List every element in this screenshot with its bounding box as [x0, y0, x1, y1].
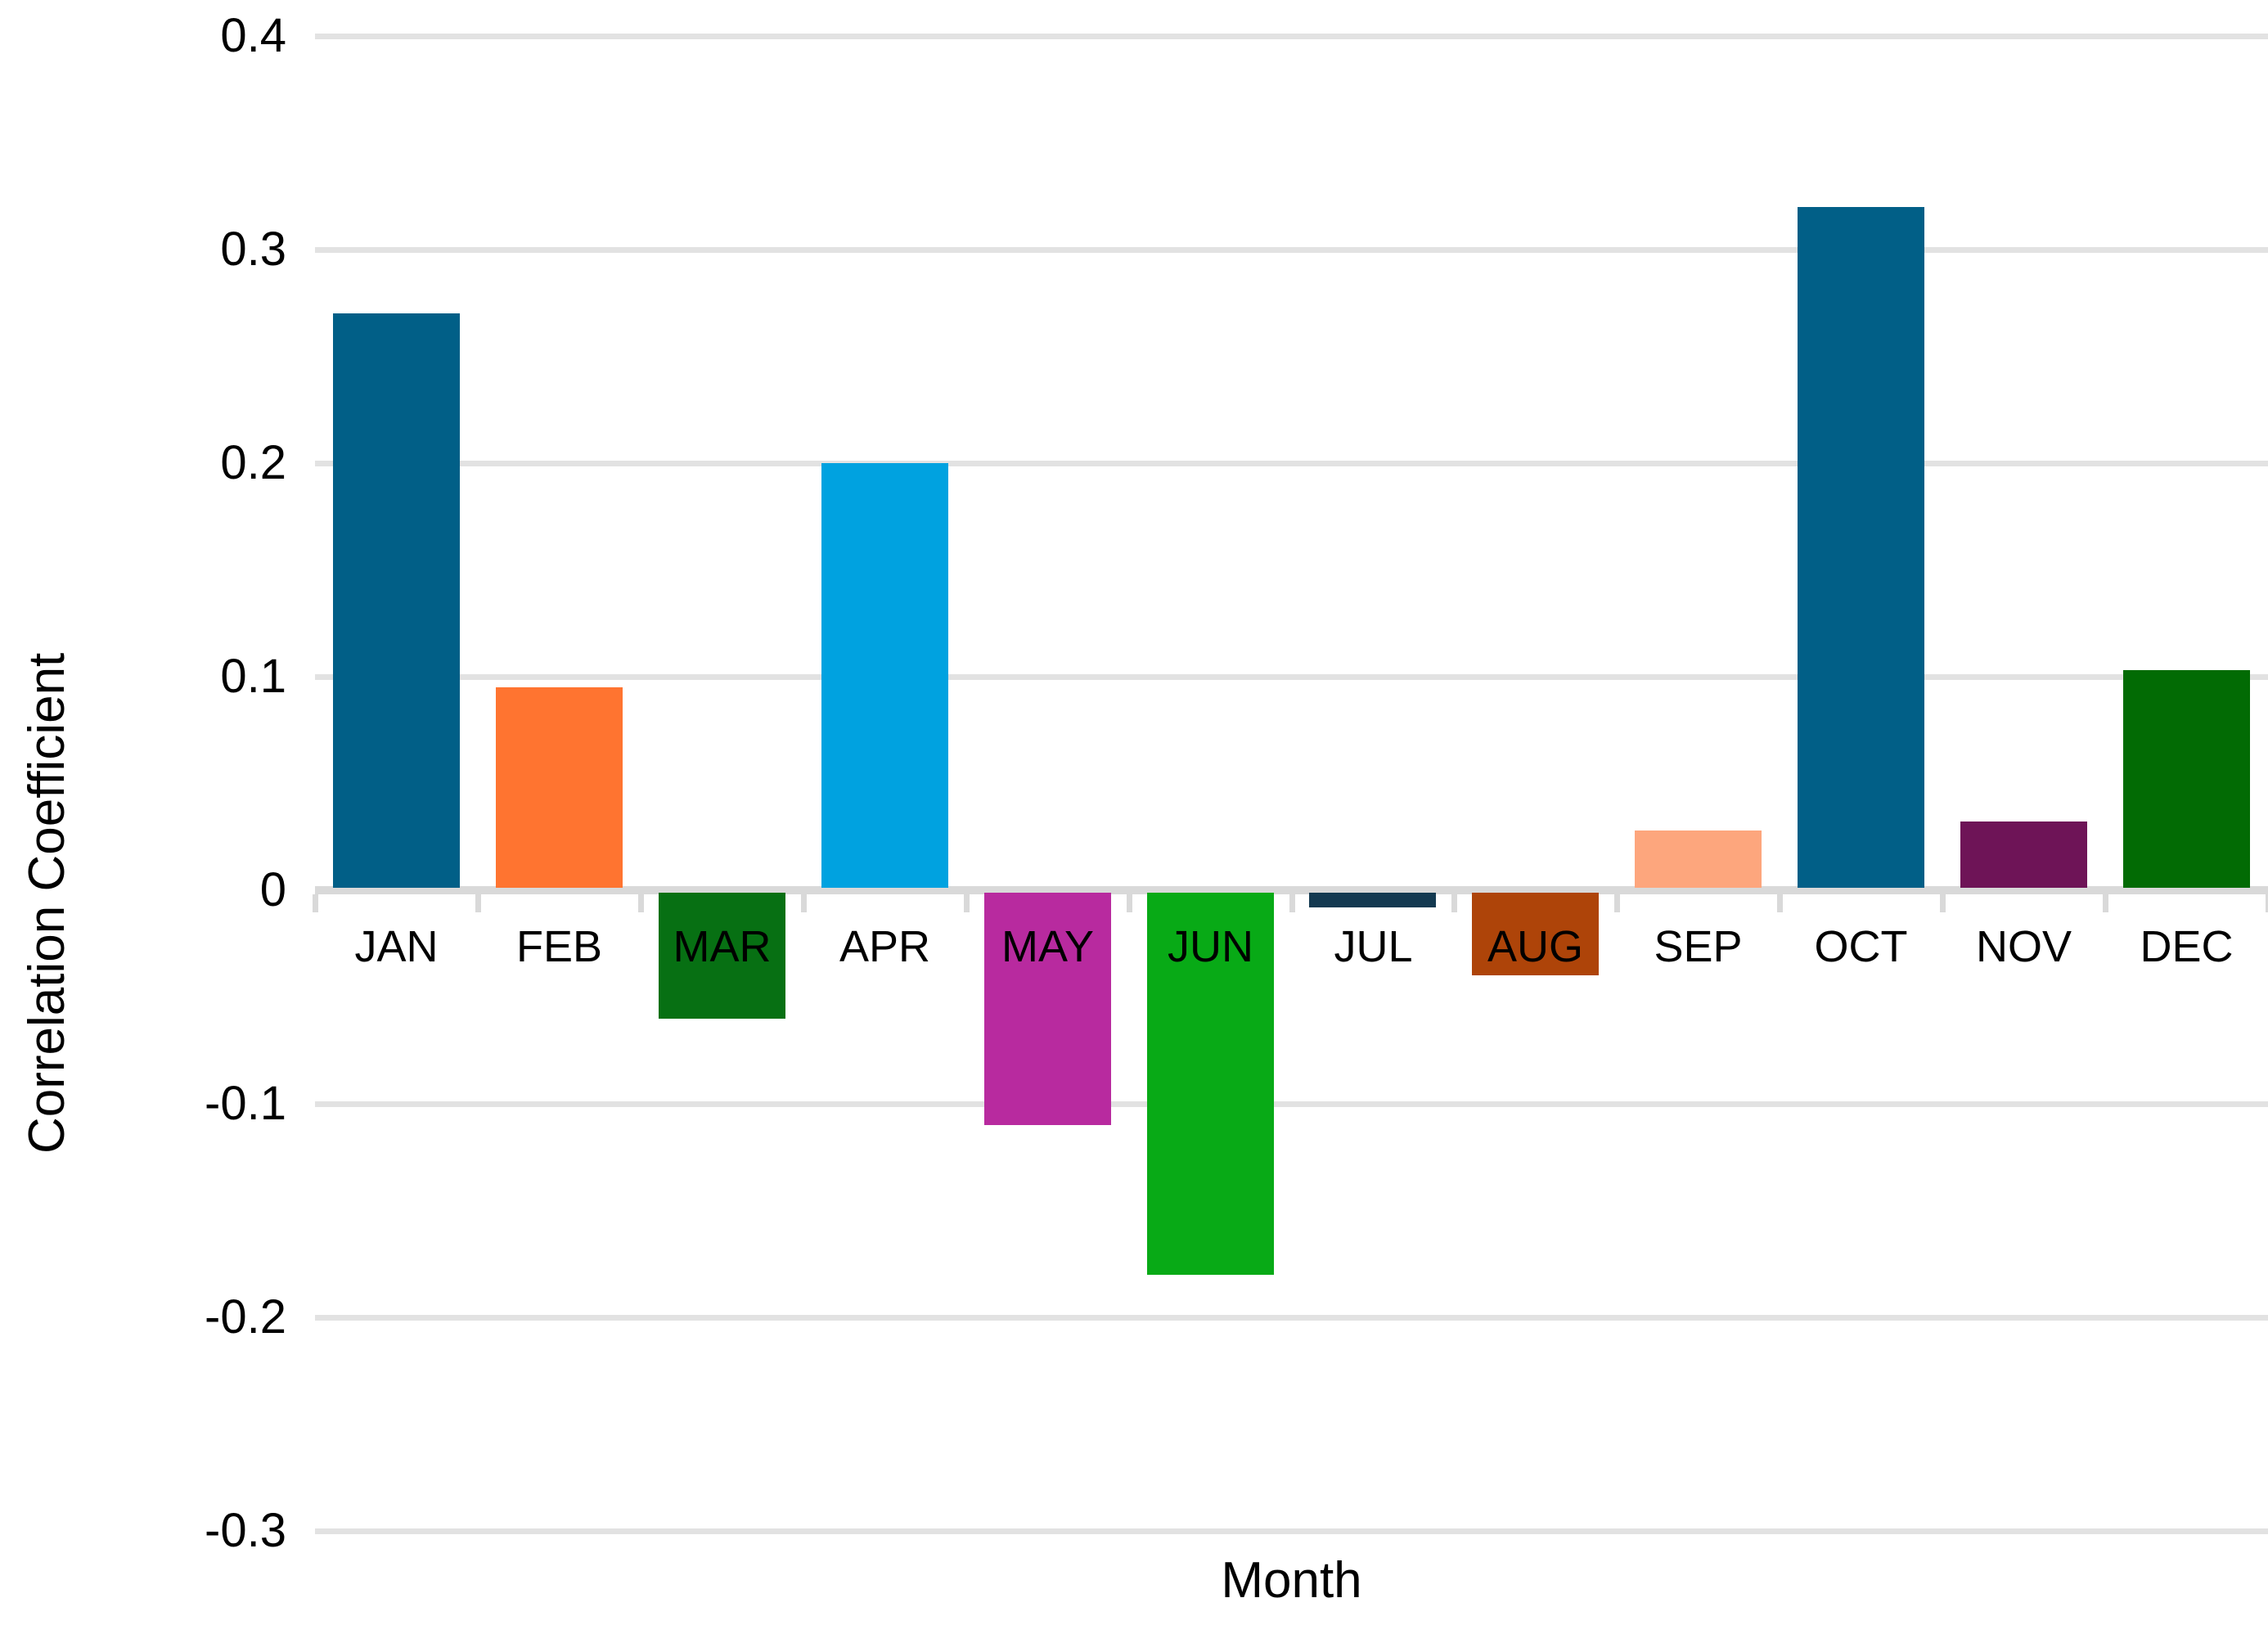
x-axis-title: Month — [1221, 1552, 1362, 1609]
x-tick-label-may: MAY — [1001, 922, 1094, 971]
bar-oct — [1798, 207, 1924, 888]
x-tick-label-aug: AUG — [1487, 922, 1584, 971]
axis-tick-mark — [1289, 894, 1295, 912]
gridline--0.1 — [315, 1101, 2268, 1107]
axis-tick-mark — [638, 894, 644, 912]
gridline-0.4 — [315, 33, 2268, 39]
x-tick-label-mar: MAR — [673, 922, 772, 971]
y-tick-label: -0.3 — [205, 1504, 286, 1557]
x-tick-label-jan: JAN — [354, 922, 439, 971]
x-tick-label-nov: NOV — [1975, 922, 2072, 971]
gridline-0.3 — [315, 246, 2268, 253]
axis-tick-mark — [1451, 894, 1457, 912]
x-tick-label-dec: DEC — [2140, 922, 2234, 971]
gridline-0.2 — [315, 460, 2268, 466]
bar-dec — [2123, 670, 2250, 888]
bar-apr — [821, 463, 948, 888]
y-tick-label: 0.4 — [220, 9, 286, 62]
x-tick-label-jul: JUL — [1334, 922, 1413, 971]
y-tick-label: 0.2 — [220, 436, 286, 489]
x-tick-label-apr: APR — [839, 922, 931, 971]
bar-may — [984, 893, 1111, 1125]
axis-tick-mark — [475, 894, 481, 912]
gridline-0.1 — [315, 673, 2268, 680]
axis-tick-mark — [964, 894, 970, 912]
x-tick-label-sep: SEP — [1654, 922, 1743, 971]
axis-tick-mark — [313, 894, 318, 912]
x-axis-line — [315, 886, 2268, 894]
axis-tick-mark — [1614, 894, 1620, 912]
gridline--0.3 — [315, 1528, 2268, 1534]
x-tick-label-jun: JUN — [1168, 922, 1253, 971]
bar-jan — [333, 313, 460, 888]
axis-tick-mark — [2103, 894, 2108, 912]
x-tick-label-feb: FEB — [515, 922, 603, 971]
gridline--0.2 — [315, 1314, 2268, 1321]
x-tick-label-oct: OCT — [1814, 922, 1908, 971]
bar-aug — [1472, 893, 1599, 975]
bar-sep — [1635, 831, 1762, 888]
bar-jun — [1147, 893, 1274, 1275]
y-tick-label: -0.2 — [205, 1290, 286, 1344]
axis-tick-mark — [1940, 894, 1946, 912]
axis-tick-mark — [801, 894, 807, 912]
y-tick-label: 0 — [259, 863, 286, 916]
bar-nov — [1960, 822, 2087, 888]
bar-feb — [496, 687, 623, 888]
axis-tick-mark — [2266, 894, 2268, 912]
y-tick-label: 0.3 — [220, 223, 286, 276]
bar-jul — [1309, 893, 1436, 907]
bar-mar — [659, 893, 785, 1019]
y-tick-label: -0.1 — [205, 1077, 286, 1130]
y-tick-label: 0.1 — [220, 650, 286, 703]
axis-tick-mark — [1777, 894, 1783, 912]
axis-tick-mark — [1127, 894, 1132, 912]
